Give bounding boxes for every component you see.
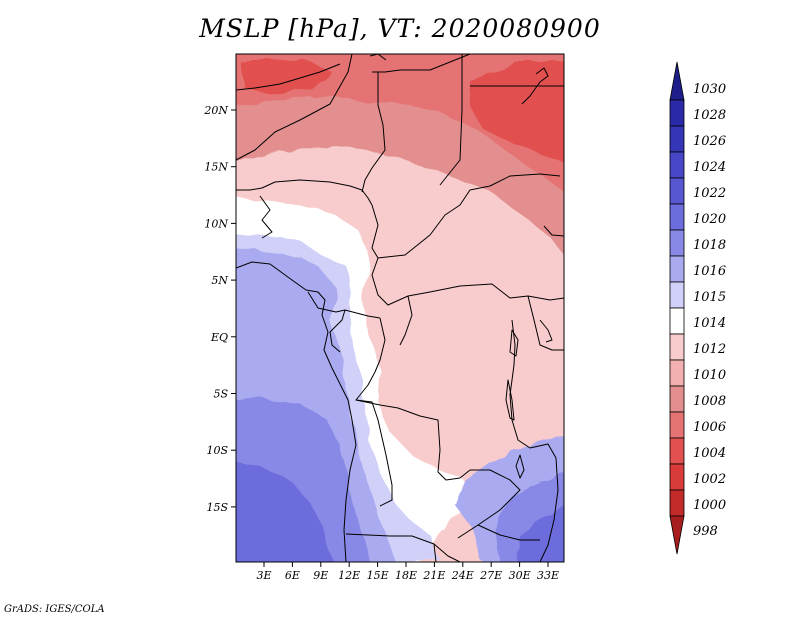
mslp-field <box>236 54 564 562</box>
lon-tick-label: 21E <box>422 569 445 582</box>
colorbar-segment <box>669 177 685 205</box>
grads-credit: GrADS: IGES/COLA <box>4 604 105 615</box>
lon-tick-label: 9E <box>313 569 328 582</box>
colorbar-label: 1006 <box>693 420 726 435</box>
colorbar-segment <box>669 307 685 335</box>
colorbar-segment <box>669 281 685 309</box>
map-title: MSLP [hPa], VT: 2020080900 <box>199 14 601 43</box>
lat-tick-label: 15N <box>204 161 228 174</box>
latitude-axis: 20N 15N 10N 5N EQ 5S 10S 15S <box>203 104 236 514</box>
colorbar-label: 1002 <box>693 472 726 487</box>
lake-tanganyika <box>505 379 515 421</box>
lon-tick-label: 18E <box>395 569 417 582</box>
lon-tick-label: 3E <box>256 569 271 582</box>
lat-tick-label: 5N <box>211 274 228 287</box>
band-1004-nw <box>240 58 330 94</box>
lon-tick-label: 15E <box>367 569 389 582</box>
lon-tick-label: 27E <box>479 569 502 582</box>
colorbar-segment <box>669 255 685 283</box>
longitude-axis: 3E 6E 9E 12E 15E 18E 21E 24E 27E 30E 33E <box>256 562 559 582</box>
colorbar-label: 1030 <box>693 82 726 97</box>
colorbar-segment <box>669 99 685 127</box>
colorbar-segment <box>669 229 685 257</box>
map-frame <box>235 53 565 563</box>
band-1020-se <box>515 507 564 562</box>
colorbar-label: 1022 <box>693 186 726 201</box>
lon-tick-label: 24E <box>451 569 474 582</box>
colorbar-label: 1014 <box>693 316 726 331</box>
colorbar-segment <box>669 411 685 439</box>
band-1004 <box>470 58 564 164</box>
colorbar-segment <box>669 151 685 179</box>
colorbar-segment <box>669 489 685 517</box>
lon-tick-label: 12E <box>338 569 360 582</box>
colorbar-label: 1028 <box>693 108 726 123</box>
colorbar-segment <box>669 333 685 361</box>
colorbar-label: 1015 <box>693 290 726 305</box>
colorbar-segment <box>669 385 685 413</box>
colorbar-top-arrow <box>669 61 685 101</box>
lon-tick-label: 6E <box>285 569 300 582</box>
lat-tick-label: 15S <box>206 501 228 514</box>
colorbar-label: 1024 <box>693 160 726 175</box>
colorbar-segment <box>669 437 685 465</box>
band-1020 <box>236 462 333 562</box>
colorbar-label: 1008 <box>693 394 726 409</box>
colorbar-label: 998 <box>693 524 718 539</box>
colorbar-label: 1016 <box>693 264 726 279</box>
lat-tick-label: 10N <box>204 217 228 230</box>
colorbar-label: 1012 <box>693 342 726 357</box>
lat-tick-label: 10S <box>206 444 228 457</box>
colorbar-label: 1000 <box>693 498 726 513</box>
lat-tick-label: 5S <box>213 388 228 401</box>
colorbar-label: 1010 <box>693 368 726 383</box>
coastline-west <box>236 261 357 562</box>
colorbar-label: 1004 <box>693 446 726 461</box>
colorbar: 1030 1028 1026 1024 1022 1020 1018 1016 1015 1014… <box>669 61 726 555</box>
colorbar-label: 1026 <box>693 134 726 149</box>
colorbar-segment <box>669 125 685 153</box>
colorbar-label: 1018 <box>693 238 726 253</box>
colorbar-label: 1020 <box>693 212 726 227</box>
borders <box>236 54 564 562</box>
colorbar-segment <box>669 203 685 231</box>
lon-tick-label: 30E <box>509 569 531 582</box>
lake-albert <box>509 329 519 357</box>
lake-malawi <box>515 454 525 479</box>
colorbar-segment <box>669 359 685 387</box>
colorbar-bottom-arrow <box>669 515 685 555</box>
lat-tick-label: 20N <box>203 104 228 117</box>
colorbar-segment <box>669 463 685 491</box>
lat-tick-label: EQ <box>210 331 228 344</box>
lon-tick-label: 33E <box>537 569 559 582</box>
